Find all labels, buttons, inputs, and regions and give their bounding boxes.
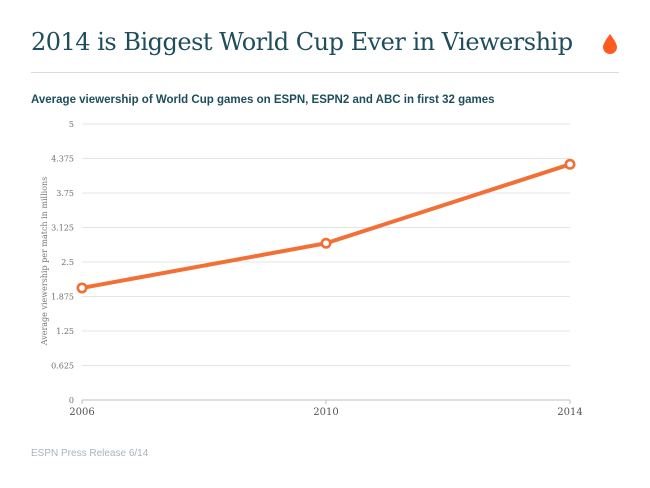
series-line [80,162,572,290]
chart-title: Average viewership of World Cup games on… [31,94,495,106]
x-tick-labels: 2006 2010 2014 [69,400,583,418]
y-tick-label: 3.75 [56,189,74,198]
y-tick-label: 1.25 [56,327,74,336]
data-point-2010[interactable] [320,237,332,249]
y-tick-label: 4.375 [51,155,74,164]
y-tick-label: 5 [69,120,74,129]
y-tick-label: 0.625 [51,362,74,371]
y-axis-label: Average viewership per match in millions [40,177,49,347]
series-group [76,158,576,294]
drop-icon [603,34,617,54]
y-tick-label: 2.5 [61,258,74,267]
x-tick-label: 2006 [69,407,94,418]
x-tick-label: 2014 [557,407,582,418]
page-title: 2014 is Biggest World Cup Ever in Viewer… [31,28,573,56]
y-tick-label: 3.125 [51,224,74,233]
grid-lines [82,123,570,401]
y-tick-labels: 0 0.625 1.25 1.875 2.5 3.125 3.75 4.375 5 [51,120,74,405]
source-note: ESPN Press Release 6/14 [31,448,149,459]
data-point-2014[interactable] [564,158,576,170]
y-tick-label: 0 [69,396,74,405]
data-point-2006[interactable] [76,282,88,294]
x-tick-label: 2010 [313,407,338,418]
y-tick-label: 1.875 [51,293,74,302]
title-divider [31,72,619,73]
